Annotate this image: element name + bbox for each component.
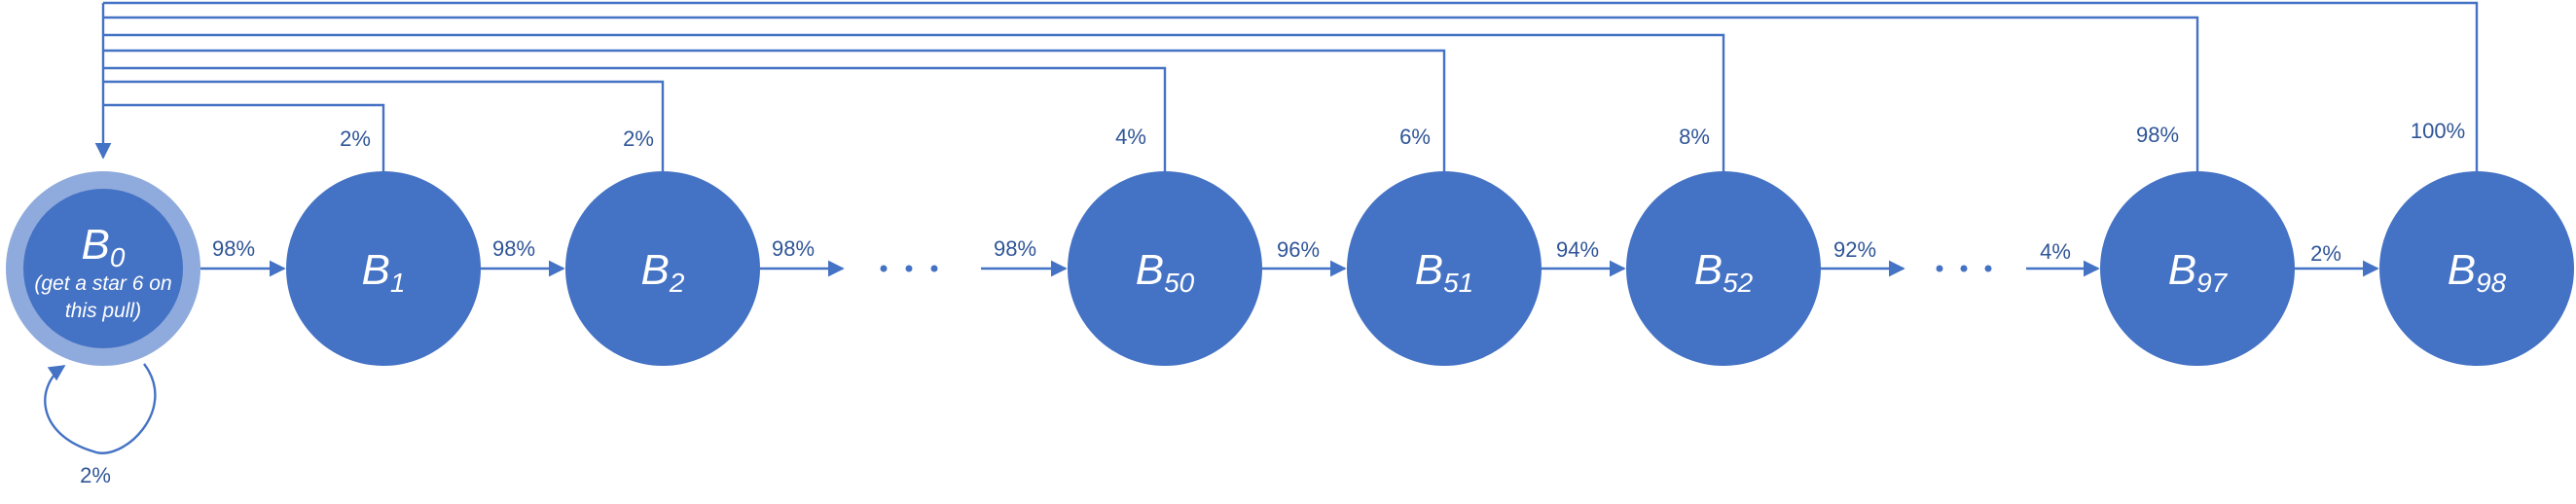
node-b2-letter: B: [641, 246, 670, 294]
edge-label-ellipsis-2-b97: 4%: [2040, 239, 2071, 264]
ellipsis-1-dot-2: [905, 265, 913, 272]
node-b98-subscript: 98: [2476, 268, 2507, 298]
node-b98-circle: [2379, 171, 2574, 366]
edge-label-b52-ellipsis-2: 92%: [1833, 237, 1876, 262]
node-b0-note-line2: this pull): [65, 300, 141, 322]
node-b50-circle: [1068, 171, 1262, 366]
node-b2-circle: [565, 171, 760, 366]
node-b1-label: B1: [362, 246, 406, 298]
node-b1-letter: B: [362, 246, 390, 294]
node-b52-label: B52: [1694, 246, 1754, 298]
edge-label-b1-b2: 98%: [492, 236, 535, 261]
node-b52-letter: B: [1694, 246, 1723, 294]
node-b98-letter: B: [2448, 246, 2476, 294]
node-b50-letter: B: [1136, 246, 1164, 294]
node-b52: B52: [1626, 171, 1821, 366]
node-b0-note-line1: (get a star 6 on: [34, 272, 171, 295]
node-b51-label: B51: [1415, 246, 1474, 298]
node-b50-label: B50: [1136, 246, 1195, 298]
node-b51-letter: B: [1415, 246, 1443, 294]
return-edge-b51-to-b0: [103, 49, 1446, 171]
return-edge-label-b51: 6%: [1399, 125, 1431, 149]
node-b0-label: B0: [82, 221, 126, 272]
node-b2: B2: [565, 171, 760, 366]
edge-label-b97-b98: 2%: [2310, 241, 2341, 266]
node-b98-label: B98: [2448, 246, 2507, 298]
edge-label-b2-ellipsis-1: 98%: [772, 236, 815, 261]
node-b0-circle: [23, 189, 183, 348]
edge-label-b51-b52: 94%: [1556, 237, 1599, 262]
return-edge-b97-to-b0: [103, 16, 2199, 171]
labels-layer: 2% 2% 4% 6% 8% 98% 100% 98% 98% 98% 98% 96% 94% 92% 4%…: [80, 119, 2465, 487]
ellipsis-2-dot-3: [1984, 265, 1992, 272]
node-b0: B0(get a star 6 on this pull): [6, 171, 200, 366]
return-edge-label-b52: 8%: [1679, 125, 1710, 149]
node-b0-letter: B: [82, 221, 110, 269]
ellipsis-1-dot-3: [930, 265, 938, 272]
node-b2-label: B2: [641, 246, 685, 298]
self-loop-b0: [44, 363, 157, 454]
edge-label-ellipsis-1-b50: 98%: [994, 236, 1036, 261]
node-b97-subscript: 97: [2196, 268, 2229, 298]
return-edge-label-b50: 4%: [1115, 125, 1146, 149]
node-b1-circle: [286, 171, 481, 366]
edges-layer: [44, 1, 2479, 454]
self-loop-label: 2%: [80, 463, 111, 487]
return-edge-b50-to-b0: [103, 66, 1167, 171]
node-b97: B97: [2100, 171, 2295, 366]
return-edge-label-b1: 2%: [340, 126, 371, 151]
ellipsis-2-dot-2: [1960, 265, 1968, 272]
ellipsis-1-dot-1: [880, 265, 888, 272]
return-edge-label-b98: 100%: [2411, 119, 2465, 143]
node-b1-subscript: 1: [390, 268, 406, 298]
node-b52-subscript: 52: [1723, 268, 1754, 298]
node-b97-letter: B: [2168, 246, 2196, 294]
return-edge-b52-to-b0: [103, 33, 1725, 171]
node-b1: B1: [286, 171, 481, 366]
node-b52-circle: [1626, 171, 1821, 366]
node-b50-subscript: 50: [1164, 268, 1195, 298]
return-edge-label-b97: 98%: [2136, 123, 2179, 147]
edge-label-b50-b51: 96%: [1277, 237, 1320, 262]
return-edge-label-b2: 2%: [623, 126, 654, 151]
node-b51: B51: [1347, 171, 1542, 366]
return-edge-b98-to-b0: [103, 1, 2479, 171]
return-edge-b2-to-b0: [103, 80, 665, 171]
node-b0-subscript: 0: [110, 242, 126, 272]
return-edge-b1-to-b0: [103, 103, 385, 171]
edge-label-b0-b1: 98%: [212, 236, 255, 261]
node-b2-subscript: 2: [669, 268, 685, 298]
node-b97-circle: [2100, 171, 2295, 366]
node-b51-circle: [1347, 171, 1542, 366]
node-b97-label: B97: [2168, 246, 2229, 298]
node-b98: B98: [2379, 171, 2574, 366]
node-b50: B50: [1068, 171, 1262, 366]
ellipsis-2-dot-1: [1936, 265, 1943, 272]
node-b51-subscript: 51: [1443, 268, 1473, 298]
